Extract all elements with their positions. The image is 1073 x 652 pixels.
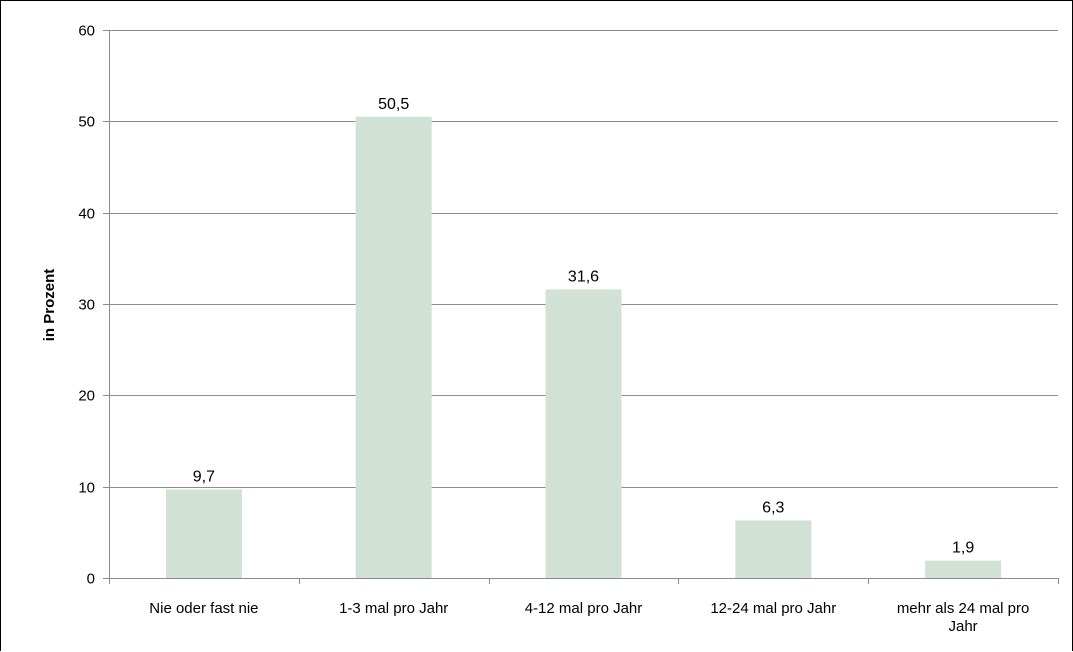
- data-label: 50,5: [378, 96, 409, 113]
- data-labels: 9,7 50,5 31,6 6,3 1,9: [193, 96, 975, 557]
- y-tick-label: 10: [78, 480, 95, 497]
- y-tick-label: 0: [87, 571, 95, 588]
- axes: [103, 30, 1059, 584]
- y-tick-label: 30: [78, 297, 95, 314]
- y-tick-labels: 0 10 20 30 40 50 60: [78, 23, 95, 588]
- x-category-label: 12-24 mal pro Jahr: [710, 600, 836, 617]
- data-label: 9,7: [193, 468, 215, 485]
- bar: [925, 560, 1002, 578]
- x-category-label: Nie oder fast nie: [149, 600, 258, 617]
- bar: [165, 489, 242, 578]
- x-category-label: 4-12 mal pro Jahr: [525, 600, 643, 617]
- y-tick-label: 60: [78, 23, 95, 40]
- x-category-label: 1-3 mal pro Jahr: [339, 600, 448, 617]
- x-category-label: Jahr: [949, 618, 978, 635]
- bar: [735, 520, 812, 578]
- y-tick-label: 50: [78, 114, 95, 131]
- data-label: 6,3: [762, 499, 784, 516]
- y-tick-label: 20: [78, 388, 95, 405]
- data-label: 1,9: [952, 540, 974, 557]
- x-category-label: mehr als 24 mal pro: [897, 600, 1030, 617]
- bar: [545, 289, 622, 578]
- bars: [165, 116, 1002, 579]
- y-tick-label: 40: [78, 206, 95, 223]
- x-category-labels: Nie oder fast nie 1-3 mal pro Jahr 4-12 ma…: [149, 600, 1029, 635]
- data-label: 31,6: [568, 268, 599, 285]
- bar: [355, 116, 432, 579]
- y-axis-title: in Prozent: [41, 269, 58, 342]
